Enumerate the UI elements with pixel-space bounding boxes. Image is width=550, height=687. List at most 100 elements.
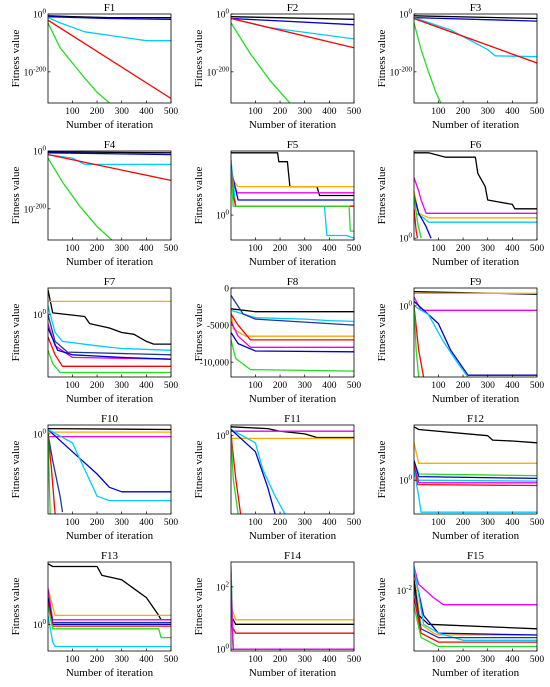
- y-axis-label: Fitness value: [10, 304, 22, 362]
- series-line-green: [414, 305, 420, 377]
- chart-panel-f10: F10 100 200 300 400 500 100 Number of iteration…: [0, 411, 183, 548]
- series-line-cyan: [231, 159, 354, 207]
- series-group: [231, 566, 354, 650]
- y-tick-label: 100: [399, 8, 413, 21]
- x-tick-label: 400: [322, 107, 337, 117]
- chart-panel-f2: F2 100 200 300 400 500 100 10-200 Number of iter…: [183, 0, 366, 137]
- chart-svg: F4 100 200 300 400 500 100 10-200 Number of iter…: [10, 139, 178, 268]
- series-group: [414, 15, 537, 103]
- series-line-orange: [414, 575, 537, 636]
- x-tick-label: 400: [322, 244, 337, 254]
- plot-frame: [230, 287, 355, 378]
- y-tick-label: 100: [399, 474, 413, 487]
- chart-svg: F9 100 200 300 400 500 100 Number of iteration F…: [376, 276, 545, 405]
- series-line-cyan: [323, 206, 354, 239]
- x-tick-label: 400: [139, 244, 154, 254]
- y-tick-label: 10-200: [24, 65, 47, 78]
- y-tick-label: 100: [33, 427, 47, 440]
- chart-title: F15: [467, 550, 485, 562]
- chart-svg: F14 100 200 300 400 500 102 100 Number of iterat…: [193, 550, 361, 679]
- series-line-green: [231, 570, 354, 650]
- series-line-green: [48, 22, 110, 103]
- series-line-navy: [48, 433, 64, 513]
- series-line-navy: [231, 295, 354, 326]
- series-line-red: [414, 17, 537, 64]
- x-tick-label: 400: [505, 518, 520, 528]
- x-tick-label: 400: [505, 381, 520, 391]
- series-group: [48, 289, 171, 374]
- x-tick-label: 100: [431, 244, 446, 254]
- y-tick-label: 100: [216, 209, 230, 222]
- series-group: [414, 290, 537, 377]
- x-tick-label: 300: [298, 518, 313, 528]
- x-tick-label: 200: [273, 381, 288, 391]
- chart-title: F11: [284, 413, 301, 425]
- series-group: [231, 295, 354, 372]
- plot-frame: [230, 13, 355, 104]
- series-line-black: [414, 152, 537, 210]
- x-tick-label: 100: [65, 518, 80, 528]
- x-tick-label: 300: [298, 107, 313, 117]
- y-axis-label: Fitness value: [10, 167, 22, 225]
- x-tick-label: 300: [115, 518, 130, 528]
- plot-frame: [230, 424, 355, 515]
- x-tick-label: 400: [322, 518, 337, 528]
- series-line-red: [48, 153, 171, 182]
- x-axis-label: Number of iteration: [249, 256, 337, 268]
- chart-svg: F3 100 200 300 400 500 100 10-200 Number of iter…: [376, 2, 544, 131]
- x-tick-label: 400: [139, 655, 154, 665]
- chart-panel-f8: F8 100 200 300 400 500 0 -5000 -10,000 Number of …: [183, 274, 366, 411]
- x-tick-label: 500: [530, 381, 545, 391]
- x-tick-label: 100: [248, 244, 263, 254]
- x-tick-label: 100: [65, 655, 80, 665]
- x-tick-label: 200: [456, 107, 471, 117]
- x-tick-label: 100: [431, 518, 446, 528]
- chart-panel-f11: F11 100 200 300 400 500 100 Number of iteration…: [183, 411, 366, 548]
- series-line-green: [414, 606, 537, 648]
- x-tick-label: 300: [298, 244, 313, 254]
- x-tick-label: 300: [115, 381, 130, 391]
- series-line-cyan: [48, 615, 171, 648]
- chart-svg: F10 100 200 300 400 500 100 Number of iteration…: [10, 413, 178, 542]
- chart-title: F14: [284, 550, 302, 562]
- chart-panel-f15: F15 100 200 300 400 500 10-2 Number of iteratio…: [366, 548, 549, 685]
- x-tick-label: 500: [164, 381, 179, 391]
- y-tick-label: 100: [216, 8, 230, 21]
- y-tick-label: 100: [399, 299, 413, 312]
- chart-title: F5: [287, 139, 299, 151]
- series-line-green: [231, 433, 239, 514]
- x-tick-label: 100: [431, 381, 446, 391]
- x-tick-label: 200: [273, 655, 288, 665]
- series-line-cyan: [414, 16, 537, 58]
- x-axis-label: Number of iteration: [66, 393, 154, 405]
- series-line-black: [231, 308, 354, 313]
- y-axis-label: Fitness value: [10, 30, 22, 88]
- y-axis-label: Fitness value: [376, 578, 388, 636]
- series-line-red: [231, 17, 354, 49]
- chart-title: F2: [287, 2, 299, 14]
- x-tick-label: 100: [248, 518, 263, 528]
- x-axis-label: Number of iteration: [249, 667, 337, 679]
- chart-title: F12: [467, 413, 484, 425]
- series-line-orange: [231, 310, 354, 337]
- x-tick-label: 500: [347, 518, 362, 528]
- series-line-orange: [48, 588, 171, 617]
- series-line-cyan: [231, 428, 286, 514]
- series-line-navy: [48, 314, 171, 356]
- x-tick-label: 500: [530, 244, 545, 254]
- x-tick-label: 500: [347, 381, 362, 391]
- series-group: [414, 152, 537, 239]
- plot-frame: [47, 424, 172, 515]
- chart-svg: F1 100 200 300 400 500 100 10-200 Number of iter…: [10, 2, 178, 131]
- series-line-red: [48, 336, 171, 367]
- series-line-cyan: [414, 469, 537, 513]
- series-line-red: [414, 597, 537, 643]
- chart-panel-f6: F6 100 200 300 400 500 100 Number of iteration F…: [366, 137, 549, 274]
- chart-title: F4: [104, 139, 116, 151]
- y-axis-label: Fitness value: [376, 167, 388, 225]
- y-tick-label: -5000: [207, 322, 229, 332]
- x-tick-label: 200: [456, 518, 471, 528]
- plot-frame: [413, 287, 538, 378]
- series-line-black: [231, 426, 354, 439]
- x-tick-label: 300: [115, 244, 130, 254]
